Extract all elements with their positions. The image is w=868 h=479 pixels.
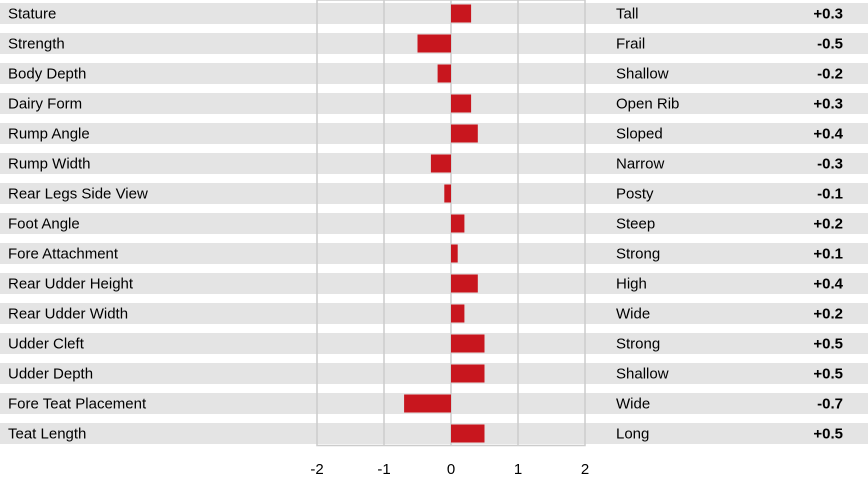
trait-name: Fore Teat Placement [8,396,147,413]
trait-descriptor: Tall [616,6,639,23]
bar [451,424,485,443]
row-band [0,243,868,264]
row-bands [0,3,868,444]
bar [404,394,451,413]
trait-name: Teat Length [8,426,86,443]
trait-descriptor: Strong [616,336,660,353]
trait-name: Foot Angle [8,216,80,233]
row-band [0,363,868,384]
trait-labels: Stature Tall +0.3 Strength Frail -0.5 Body Dep… [8,6,844,443]
trait-value: +0.4 [813,276,843,293]
bars [404,4,485,443]
trait-value: +0.3 [813,6,843,23]
trait-value: -0.2 [817,66,843,83]
trait-descriptor: Open Rib [616,96,679,113]
trait-value: -0.3 [817,156,843,173]
trait-descriptor: Posty [616,186,654,203]
bar [451,124,478,143]
bar [437,64,451,83]
bar [417,34,451,53]
bar [451,244,458,263]
trait-name: Body Depth [8,66,86,83]
x-tick-label: -2 [310,461,323,478]
trait-name: Rear Udder Width [8,306,128,323]
bar [451,274,478,293]
trait-name: Dairy Form [8,96,82,113]
x-tick-label: 1 [514,461,522,478]
trait-descriptor: Wide [616,306,650,323]
trait-name: Strength [8,36,65,53]
trait-name: Rear Udder Height [8,276,134,293]
trait-value: +0.1 [813,246,843,263]
trait-descriptor: Long [616,426,649,443]
trait-value: +0.3 [813,96,843,113]
trait-name: Fore Attachment [8,246,119,263]
bar [430,154,451,173]
trait-descriptor: Sloped [616,126,663,143]
trait-name: Rear Legs Side View [8,186,148,203]
bar [451,94,472,113]
x-tick-label: 0 [447,461,455,478]
trait-name: Udder Depth [8,366,93,383]
trait-descriptor: Strong [616,246,660,263]
trait-value: +0.4 [813,126,843,143]
trait-descriptor: Frail [616,36,645,53]
bar [451,334,485,353]
row-band [0,213,868,234]
x-tick-label: -1 [377,461,390,478]
trait-value: +0.2 [813,216,843,233]
row-band [0,3,868,24]
row-band [0,123,868,144]
bar [451,4,472,23]
trait-descriptor: Steep [616,216,655,233]
bar [451,364,485,383]
x-axis-ticks: -2 -1 0 1 2 [310,461,589,478]
trait-descriptor: Shallow [616,366,669,383]
trait-value: +0.5 [813,336,843,353]
trait-value: +0.5 [813,426,843,443]
trait-descriptor: Wide [616,396,650,413]
trait-name: Stature [8,6,56,23]
row-band [0,93,868,114]
bar [451,304,465,323]
bar [444,184,451,203]
bar [451,214,465,233]
row-band [0,183,868,204]
row-band [0,63,868,84]
row-band [0,303,868,324]
row-band [0,333,868,354]
trait-value: -0.1 [817,186,843,203]
row-band [0,273,868,294]
trait-descriptor: High [616,276,647,293]
trait-value: +0.5 [813,366,843,383]
trait-value: -0.5 [817,36,843,53]
trait-name: Udder Cleft [8,336,85,353]
row-band [0,423,868,444]
trait-descriptor: Shallow [616,66,669,83]
trait-value: -0.7 [817,396,843,413]
trait-descriptor: Narrow [616,156,665,173]
x-tick-label: 2 [581,461,589,478]
trait-name: Rump Width [8,156,91,173]
trait-name: Rump Angle [8,126,90,143]
trait-value: +0.2 [813,306,843,323]
